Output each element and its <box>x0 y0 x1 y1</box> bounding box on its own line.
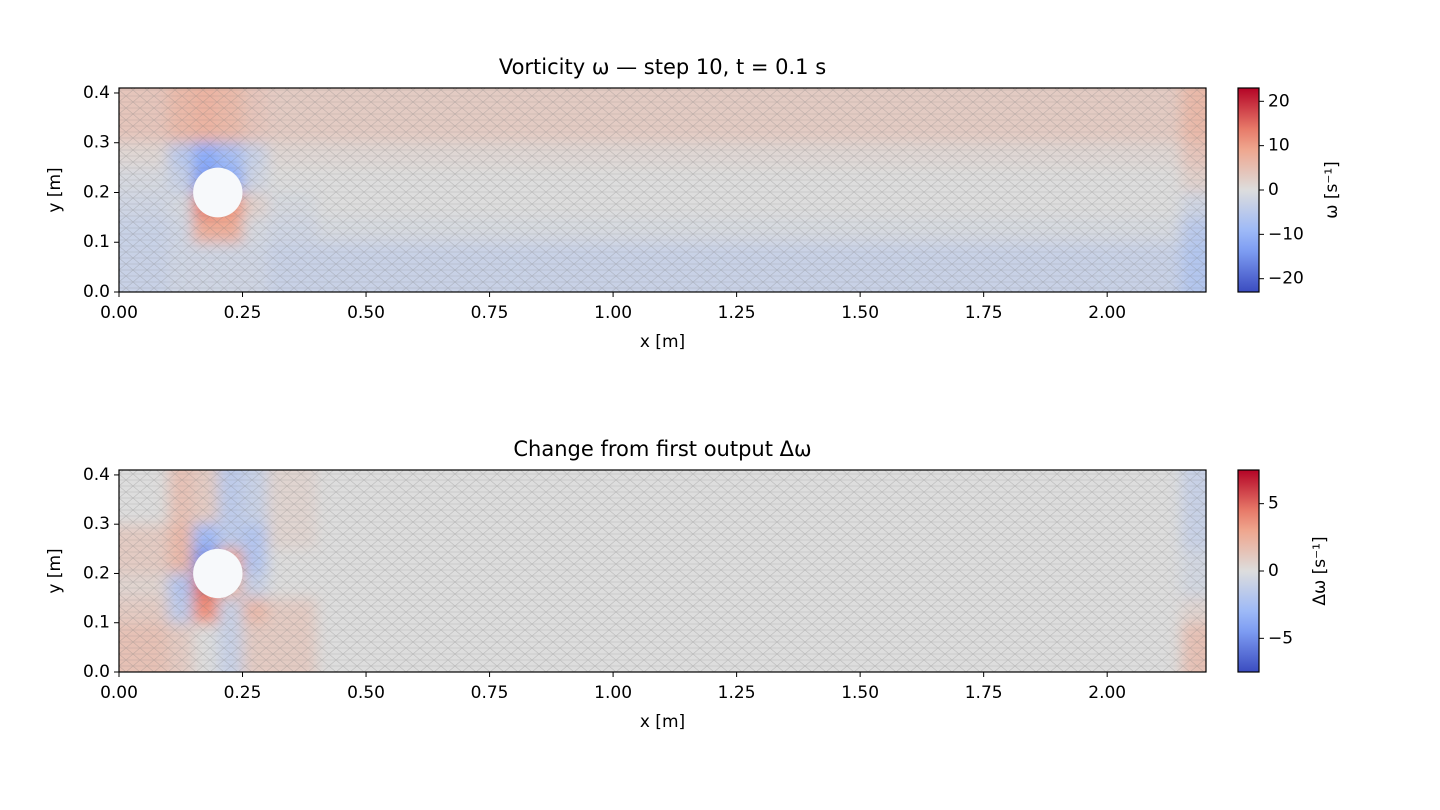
x-tick-label: 1.00 <box>594 683 632 703</box>
cylinder <box>193 548 243 599</box>
y-tick-label: 0.4 <box>83 83 110 103</box>
colorbar <box>1237 469 1260 673</box>
x-tick-label: 0.50 <box>347 683 385 703</box>
chart-title: Change from first output Δω <box>513 437 811 461</box>
colorbar-label: Δω [s⁻¹] <box>1310 536 1330 605</box>
x-tick-label: 1.25 <box>718 303 756 323</box>
y-tick-label: 0.2 <box>83 182 110 202</box>
y-axis-label: y [m] <box>45 167 65 212</box>
x-tick-label: 0.25 <box>224 683 262 703</box>
axes-frame <box>118 87 1207 293</box>
colorbar-tick-label: 0 <box>1268 180 1279 200</box>
y-tick-label: 0.3 <box>83 133 110 153</box>
y-tick-label: 0.1 <box>83 232 110 252</box>
colorbar-tick-label: 0 <box>1268 561 1279 581</box>
x-tick-label: 0.75 <box>471 683 509 703</box>
x-tick-label: 2.00 <box>1088 683 1126 703</box>
mesh <box>119 88 1206 292</box>
axes-frame <box>118 469 1207 673</box>
y-tick-label: 0.3 <box>83 514 110 534</box>
colorbar-tick-label: 5 <box>1268 494 1279 514</box>
colorbar-label: ω [s⁻¹] <box>1322 161 1342 219</box>
x-tick-label: 1.25 <box>718 683 756 703</box>
y-tick-label: 0.1 <box>83 613 110 633</box>
x-axis-label: x [m] <box>640 712 685 732</box>
x-tick-label: 1.50 <box>841 303 879 323</box>
x-tick-label: 0.75 <box>471 303 509 323</box>
y-tick-label: 0.2 <box>83 563 110 583</box>
x-tick-label: 1.75 <box>965 303 1003 323</box>
x-tick-label: 0.00 <box>100 683 138 703</box>
y-axis-label: y [m] <box>45 548 65 593</box>
colorbar-tick-label: 10 <box>1268 136 1290 156</box>
colorbar-tick-label: −20 <box>1268 269 1304 289</box>
y-tick-label: 0.0 <box>83 282 110 302</box>
mesh <box>119 470 1206 672</box>
plot-area <box>119 470 1206 672</box>
plot-area <box>119 88 1206 292</box>
x-tick-label: 1.00 <box>594 303 632 323</box>
x-tick-label: 0.25 <box>224 303 262 323</box>
cylinder <box>193 167 243 218</box>
colorbar-tick-label: −10 <box>1268 224 1304 244</box>
y-tick-label: 0.4 <box>83 465 110 485</box>
x-tick-label: 0.00 <box>100 303 138 323</box>
colorbar-tick-label: −5 <box>1268 628 1293 648</box>
x-tick-label: 1.50 <box>841 683 879 703</box>
x-axis-label: x [m] <box>640 332 685 352</box>
colorbar-tick-label: 20 <box>1268 91 1290 111</box>
x-tick-label: 0.50 <box>347 303 385 323</box>
chart-title: Vorticity ω — step 10, t = 0.1 s <box>499 55 826 79</box>
y-tick-label: 0.0 <box>83 662 110 682</box>
x-tick-label: 1.75 <box>965 683 1003 703</box>
colorbar <box>1237 87 1260 293</box>
x-tick-label: 2.00 <box>1088 303 1126 323</box>
